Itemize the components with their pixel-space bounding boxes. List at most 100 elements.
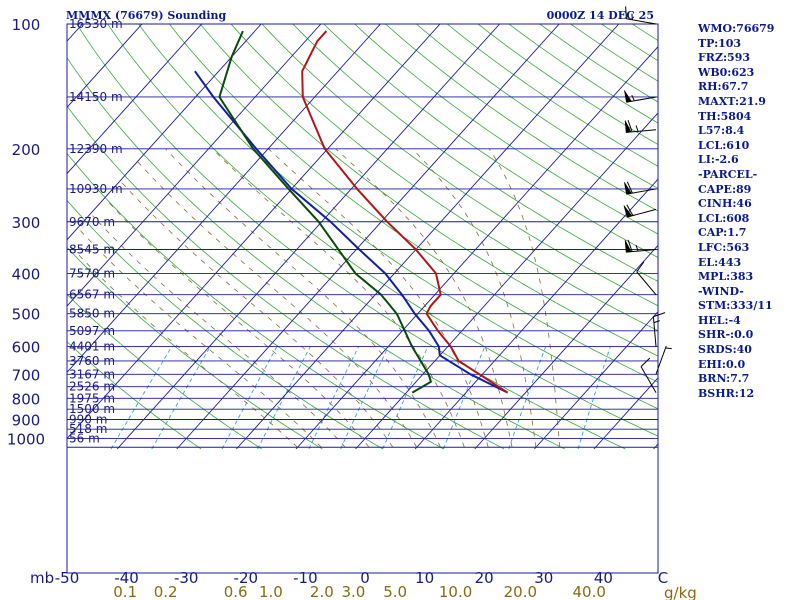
mixing-ratio-unit-label: g/kg bbox=[664, 584, 697, 600]
wind-barb-pennant bbox=[624, 90, 632, 103]
dry-adiabat bbox=[169, 24, 658, 383]
height-label: 1500 m bbox=[69, 402, 115, 416]
temperature-tick-label: 30 bbox=[534, 569, 553, 587]
isotherm bbox=[474, 244, 658, 450]
moist-adiabat bbox=[488, 148, 561, 448]
isotherm bbox=[67, 24, 262, 241]
index-line: LCL:608 bbox=[698, 211, 750, 225]
index-line: TP:103 bbox=[698, 36, 742, 50]
isotherm bbox=[67, 24, 441, 440]
isotherm bbox=[67, 24, 322, 307]
isotherm bbox=[295, 45, 658, 450]
wind-barb bbox=[624, 120, 657, 133]
wind-barb-flag bbox=[626, 181, 633, 194]
pressure-tick-label: 900 bbox=[12, 412, 41, 430]
dry-adiabat bbox=[199, 24, 658, 357]
pressure-unit-label: mb bbox=[30, 569, 54, 587]
height-label: 6567 m bbox=[69, 288, 115, 302]
index-line: LI:-2.6 bbox=[698, 153, 739, 167]
height-label: 9670 m bbox=[69, 215, 115, 229]
wind-barb-flag bbox=[636, 261, 645, 273]
temperature-tick-label: 20 bbox=[475, 569, 494, 587]
index-line: LFC:563 bbox=[698, 240, 750, 254]
dry-adiabat bbox=[354, 24, 658, 235]
sounding-indices-panel: WMO:76679 TP:103 FRZ:593 WB0:623 RH:67.7 MAXT… bbox=[698, 22, 798, 401]
index-line: LCL:610 bbox=[698, 138, 750, 152]
plot-frame bbox=[66, 23, 659, 574]
height-label: 518 m bbox=[69, 422, 107, 436]
pressure-tick-label: 300 bbox=[12, 214, 41, 232]
index-line: -PARCEL- bbox=[698, 167, 758, 181]
temperature-tick-label: -10 bbox=[293, 569, 318, 587]
height-label: 14150 m bbox=[69, 90, 123, 104]
wind-barb bbox=[623, 204, 657, 218]
dry-adiabat bbox=[261, 24, 658, 307]
index-line: -WIND- bbox=[698, 284, 744, 298]
height-label: 10930 m bbox=[69, 182, 123, 196]
index-line: WB0:623 bbox=[698, 65, 755, 79]
chart-title: MMMX (76679) Sounding bbox=[66, 9, 227, 22]
wind-barb-flag bbox=[627, 120, 633, 133]
index-line: EL:443 bbox=[698, 255, 742, 269]
isotherm bbox=[534, 310, 658, 450]
index-line: CAP:1.7 bbox=[698, 226, 747, 240]
wind-barb-pennant bbox=[623, 205, 633, 218]
wind-barb-flag bbox=[640, 357, 651, 367]
height-label: 7570 m bbox=[69, 267, 115, 281]
temperature-tick-label: -20 bbox=[234, 569, 259, 587]
isotherm bbox=[236, 24, 620, 450]
mixing-ratio-label: 40.0 bbox=[573, 583, 606, 600]
wind-barb bbox=[624, 239, 657, 253]
mixing-ratio-line bbox=[308, 346, 360, 450]
index-line: SRDS:40 bbox=[698, 343, 752, 357]
dry-adiabat bbox=[230, 24, 658, 332]
wind-barb-half-flag bbox=[665, 347, 672, 350]
axis-labels: MMMX (76679) Sounding 0000Z 14 DEC 25 mb… bbox=[7, 9, 697, 600]
pressure-tick-label: 400 bbox=[12, 266, 41, 284]
mixing-ratio-label: 0.2 bbox=[154, 583, 178, 600]
dry-adiabat bbox=[67, 199, 384, 450]
index-line: MPL:383 bbox=[698, 270, 754, 284]
dry-adiabat bbox=[76, 24, 626, 450]
wind-barb bbox=[624, 181, 657, 195]
mixing-ratio-line bbox=[151, 346, 211, 450]
wind-barb-flag bbox=[653, 312, 666, 318]
background-grid bbox=[0, 24, 658, 450]
pressure-tick-label: 100 bbox=[12, 16, 41, 34]
temperature-tick-label: -40 bbox=[114, 569, 139, 587]
isotherm bbox=[67, 24, 143, 109]
wind-barb bbox=[655, 345, 672, 375]
temperature-tick-label: 40 bbox=[594, 569, 613, 587]
index-line: EHI:0.0 bbox=[698, 357, 746, 371]
wind-barb-half-flag bbox=[631, 94, 635, 102]
mixing-ratio-line bbox=[257, 346, 311, 450]
wind-barbs bbox=[623, 6, 672, 393]
pressure-tick-label: 200 bbox=[12, 141, 41, 159]
isotherm bbox=[0, 24, 23, 449]
isotherm bbox=[176, 24, 560, 450]
pressure-tick-label: 700 bbox=[12, 366, 41, 384]
pressure-tick-label: 800 bbox=[12, 390, 41, 408]
index-line: CAPE:89 bbox=[698, 182, 752, 196]
mixing-ratio-label: 2.0 bbox=[310, 583, 334, 600]
height-label: 1975 m bbox=[69, 391, 115, 405]
index-line: L57:8.4 bbox=[698, 124, 745, 138]
height-label: 16530 m bbox=[69, 17, 123, 31]
temperature-tick-label: 0 bbox=[360, 569, 370, 587]
mixing-ratio-label: 20.0 bbox=[504, 583, 537, 600]
moist-adiabat bbox=[77, 227, 322, 448]
isotherm bbox=[67, 24, 202, 175]
moist-adiabat bbox=[67, 241, 298, 448]
wind-barb bbox=[625, 6, 657, 25]
index-line: MAXT:21.9 bbox=[698, 94, 766, 108]
sounding-profiles bbox=[194, 30, 509, 394]
wind-barb-staff bbox=[626, 18, 657, 25]
wind-barb-pennant bbox=[624, 182, 632, 195]
mixing-ratio-label: 0.6 bbox=[224, 583, 248, 600]
index-line: STM:333/11 bbox=[698, 299, 773, 313]
index-line: BSHR:12 bbox=[698, 386, 755, 400]
index-line: BRN:7.7 bbox=[698, 372, 750, 386]
isotherm bbox=[116, 24, 500, 450]
height-label: 5097 m bbox=[69, 324, 115, 338]
wind-barb bbox=[640, 357, 657, 393]
